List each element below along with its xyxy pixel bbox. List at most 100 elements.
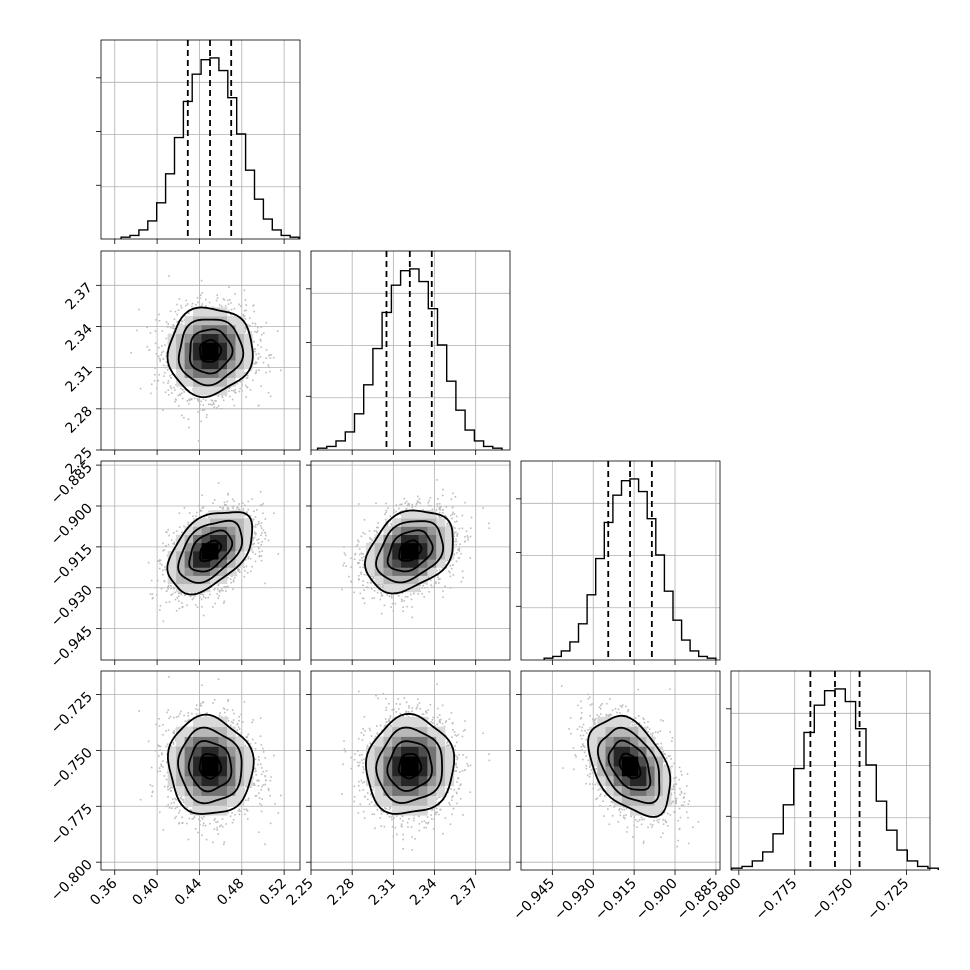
y-tick-label: −0.750 — [48, 745, 96, 793]
density-cell — [409, 542, 419, 552]
density-cell — [436, 785, 446, 796]
density-cell — [613, 766, 623, 777]
density-cell — [383, 567, 393, 576]
contour-line — [607, 739, 652, 791]
scatter-panel-1-0 — [100, 250, 301, 451]
panel-frame — [520, 460, 721, 661]
density-cell — [401, 775, 411, 787]
scatter-panel-3-2 — [520, 670, 721, 871]
density-cell — [184, 736, 194, 747]
density-cell — [597, 746, 606, 757]
density-cell — [201, 550, 211, 560]
density-cell — [235, 518, 245, 527]
density-cell — [365, 559, 376, 568]
density-cell — [662, 766, 672, 777]
density-cell — [193, 324, 202, 335]
x-tick-label: 0.48 — [214, 876, 247, 909]
density-cell — [193, 307, 202, 317]
density-cell — [654, 805, 664, 816]
density-cell — [201, 726, 211, 737]
density-cell — [374, 575, 384, 585]
density-cell — [613, 716, 623, 728]
density-cell — [201, 316, 211, 326]
density-cell — [167, 351, 177, 361]
y-tick-label: −0.725 — [48, 689, 96, 737]
density-cell — [184, 795, 194, 806]
density-cell — [392, 526, 402, 535]
density-cell — [392, 559, 402, 568]
density-cell — [193, 333, 202, 343]
density-cell — [444, 775, 455, 787]
density-cell — [401, 766, 411, 777]
contour-line — [596, 726, 661, 805]
density-cell — [218, 726, 228, 737]
density-cell — [167, 756, 177, 767]
density-peak — [625, 761, 635, 771]
density-cell — [184, 746, 194, 757]
density-cell — [597, 756, 606, 767]
density-cell — [176, 351, 186, 361]
density-cell — [210, 377, 219, 387]
density-cell — [226, 550, 236, 560]
density-cell — [184, 359, 194, 370]
y-tick-label: −0.915 — [48, 541, 96, 589]
density-cell — [235, 766, 245, 777]
density-cell — [210, 716, 219, 728]
density-cell — [193, 583, 202, 593]
x-tick-label: 2.25 — [283, 876, 316, 909]
density-cell — [589, 756, 598, 767]
density-cell — [218, 333, 228, 343]
density-cell — [235, 785, 245, 796]
density-cell — [243, 333, 253, 343]
density-cell — [418, 726, 428, 737]
density-peak — [205, 545, 215, 555]
histogram-panel-0 — [96, 39, 301, 240]
y-tick-label: −0.930 — [48, 582, 96, 630]
contour-line — [375, 726, 444, 804]
density-cell — [374, 542, 384, 552]
density-cell — [176, 324, 186, 335]
density-cell — [218, 542, 228, 552]
density-cell — [243, 342, 253, 352]
x-tick-label: −0.915 — [592, 876, 640, 924]
x-tick-label: 2.37 — [448, 876, 481, 909]
density-cell — [201, 359, 211, 370]
x-tick-label: 0.40 — [130, 876, 163, 909]
density-cell — [621, 785, 631, 796]
density-cell — [218, 550, 228, 560]
density-cell — [427, 756, 437, 767]
density-cell — [193, 368, 202, 378]
density-cell — [201, 377, 211, 387]
density-cell — [210, 351, 219, 361]
density-cell — [374, 746, 384, 757]
x-tick-label: −0.725 — [864, 876, 912, 924]
density-cell — [201, 805, 211, 816]
density-cell — [401, 716, 411, 728]
density-cell — [392, 775, 402, 787]
histogram-line — [120, 57, 300, 240]
density-cell — [167, 359, 177, 370]
density-cell — [365, 775, 376, 787]
density-cell — [401, 726, 411, 737]
density-cell — [365, 766, 376, 777]
density-cell — [605, 766, 615, 777]
contour-line — [386, 740, 433, 792]
density-cell — [193, 746, 202, 757]
density-cell — [201, 575, 211, 585]
density-cell — [210, 785, 219, 796]
density-cell — [201, 775, 211, 787]
density-cell — [218, 575, 228, 585]
density-cell — [167, 559, 177, 568]
density-cell — [613, 775, 623, 787]
density-cell — [630, 775, 639, 787]
density-cell — [374, 785, 384, 796]
density-cell — [401, 575, 411, 585]
density-cell — [589, 736, 598, 747]
density-cell — [201, 766, 211, 777]
density-cell — [226, 795, 236, 806]
density-cell — [409, 550, 419, 560]
density-cell — [193, 542, 202, 552]
y-tick-label: 2.28 — [62, 403, 95, 436]
density-cell — [226, 726, 236, 737]
density-cell — [226, 756, 236, 767]
